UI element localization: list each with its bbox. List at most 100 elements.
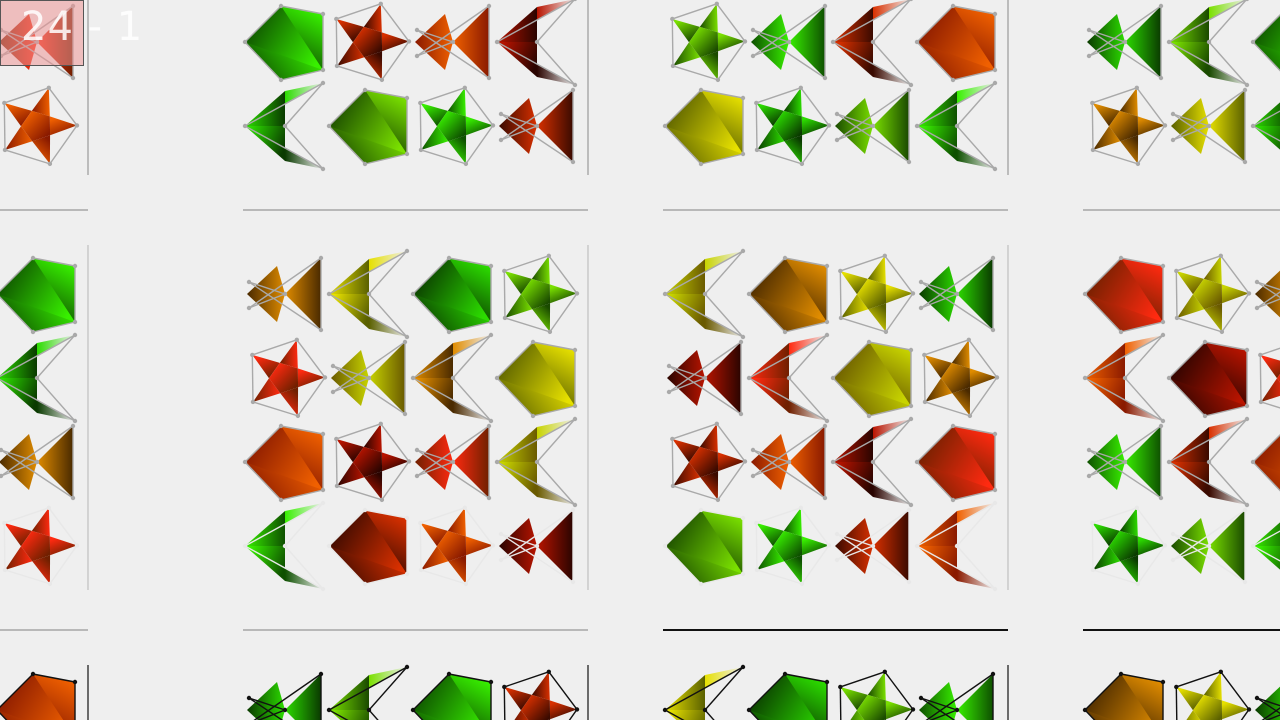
vertex-dot — [450, 375, 456, 381]
vertex-dot — [70, 423, 76, 429]
edge-line — [284, 125, 324, 170]
frame-counter-badge: 24 - 1 — [0, 0, 142, 66]
vertex-dot — [746, 291, 752, 297]
vertex-dot — [1090, 567, 1096, 573]
vertex-dot — [410, 375, 416, 381]
vertex-dot — [822, 495, 828, 501]
vertex-dot — [918, 305, 924, 311]
vertex-dot — [498, 531, 504, 537]
vertex-dot — [698, 581, 704, 587]
vertex-dot — [909, 0, 913, 2]
pentagon-polyhedron — [914, 423, 998, 503]
vertex-dot — [1244, 347, 1250, 353]
edge-line — [257, 709, 286, 720]
star-point — [924, 378, 953, 402]
vertex-dot — [463, 161, 469, 167]
kite-polyhedron — [494, 416, 578, 508]
vertex-dot — [1246, 707, 1252, 712]
vertex-dot — [1242, 579, 1248, 585]
star-point — [448, 135, 467, 164]
edge-line — [4, 87, 50, 104]
vertex-dot — [1242, 87, 1248, 93]
edge-line — [1252, 461, 1280, 492]
bowtie-polyhedron — [918, 671, 996, 720]
vertex-dot — [570, 507, 576, 513]
edge-line — [4, 507, 50, 524]
vertex-dot — [1174, 684, 1179, 690]
vertex-dot — [967, 413, 973, 419]
star-core — [857, 278, 887, 310]
star-core — [689, 446, 719, 478]
star-point — [465, 116, 493, 136]
edge-line — [969, 377, 998, 417]
star-point — [1137, 536, 1165, 556]
edge-line — [668, 341, 742, 393]
vertex-dot — [670, 16, 675, 22]
vertex-dot — [326, 123, 332, 129]
vertex-dot — [666, 363, 672, 369]
vertex-dot — [2, 100, 7, 106]
edge-line — [716, 423, 746, 462]
vertex-dot — [418, 567, 424, 573]
edge-line — [548, 255, 578, 294]
edge-line — [49, 125, 78, 165]
bowtie-face — [873, 510, 909, 582]
star-core — [1277, 373, 1280, 383]
star-polyhedron — [1090, 505, 1168, 587]
star-point — [840, 686, 868, 711]
edge-line — [465, 545, 494, 585]
star-point — [1137, 116, 1165, 136]
edge-line — [496, 461, 576, 506]
star-point — [4, 102, 32, 127]
vertex-dot — [498, 111, 504, 117]
vertex-dot — [1135, 581, 1141, 587]
star-point — [756, 546, 785, 570]
edge-line — [503, 270, 506, 318]
kite-face — [1085, 378, 1125, 413]
edge-line — [671, 18, 674, 66]
vertex-dot — [954, 123, 960, 129]
vertex-dot — [72, 418, 78, 424]
vertex-dot — [294, 337, 300, 342]
edge-line — [704, 250, 744, 295]
vertex-dot — [320, 586, 326, 592]
vertex-dot — [534, 123, 540, 129]
edge-line — [832, 377, 870, 417]
edge-line — [419, 102, 422, 150]
vertex-dot — [34, 375, 40, 381]
vertex-dot — [824, 679, 830, 685]
vertex-dot — [486, 3, 492, 9]
star-core — [773, 530, 803, 562]
edge-line — [832, 41, 912, 86]
bowtie-polyhedron — [1170, 87, 1248, 165]
edge-line — [244, 425, 282, 463]
vertex-dot — [242, 459, 248, 465]
edge-line — [0, 712, 8, 720]
vertex-dot — [1160, 263, 1166, 269]
vertex-dot — [1134, 505, 1140, 510]
vertex-dot — [662, 707, 668, 713]
vertex-dot — [746, 707, 752, 713]
edge-line — [568, 709, 578, 720]
star-point — [1176, 270, 1204, 295]
vertex-dot — [379, 497, 385, 503]
pentagon-face — [833, 378, 911, 416]
edge-line — [717, 41, 746, 81]
kite-face — [497, 427, 537, 462]
vertex-dot — [486, 423, 492, 429]
pentagon-polyhedron — [242, 423, 326, 503]
kite-face — [245, 91, 285, 126]
vertex-dot — [404, 248, 410, 254]
star-core — [1109, 110, 1139, 142]
edge-line — [952, 425, 996, 435]
vertex-dot — [750, 473, 756, 479]
vertex-dot — [918, 279, 924, 285]
star-point — [4, 126, 33, 150]
edge-line — [924, 339, 970, 356]
vertex-dot — [910, 291, 916, 296]
vertex-dot — [742, 39, 748, 44]
vertex-dot — [799, 161, 805, 167]
edge-line — [1168, 377, 1206, 417]
vertex-dot — [404, 664, 410, 670]
